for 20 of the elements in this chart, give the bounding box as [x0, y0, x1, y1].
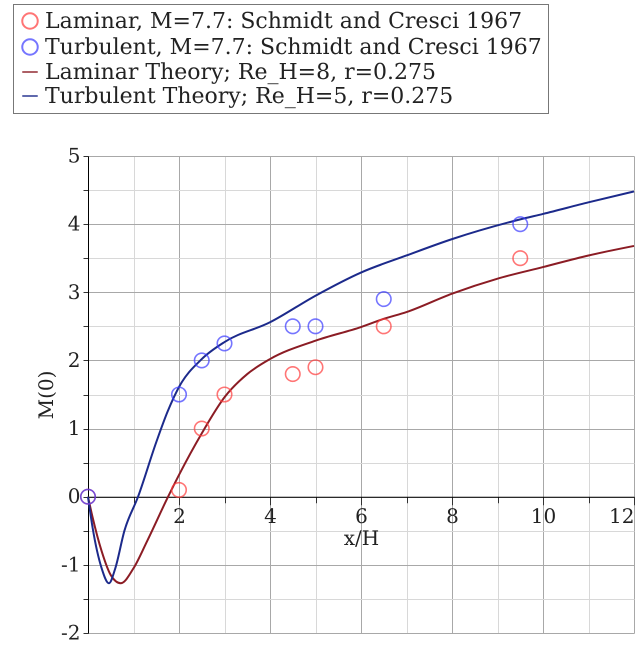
x-tick-label: 10	[530, 504, 556, 528]
y-tick-label: 5	[68, 144, 80, 168]
x-tick-label: 8	[446, 504, 459, 528]
y-tick-label: 1	[68, 416, 80, 440]
legend-label: Turbulent, M=7.7: Schmidt and Cresci 1967	[45, 35, 542, 60]
y-tick-label: 3	[68, 280, 80, 304]
y-tick-label: 4	[68, 212, 80, 236]
legend-label: Laminar, M=7.7: Schmidt and Cresci 1967	[45, 9, 522, 34]
x-tick-label: 12	[609, 504, 634, 528]
legend-label: Turbulent Theory; Re_H=5, r=0.275	[45, 84, 454, 109]
x-tick-label: 6	[355, 504, 368, 528]
y-tick-label: 2	[68, 348, 80, 372]
y-axis-title: M(0)	[34, 370, 58, 420]
legend-label: Laminar Theory; Re_H=8, r=0.275	[45, 60, 436, 85]
x-tick-label: 4	[264, 504, 277, 528]
y-tick-label: -1	[61, 552, 80, 576]
y-tick-label: 0	[68, 484, 80, 508]
y-tick-label: -2	[61, 620, 80, 644]
x-axis-title: x/H	[344, 526, 380, 550]
x-tick-label: 2	[173, 504, 186, 528]
